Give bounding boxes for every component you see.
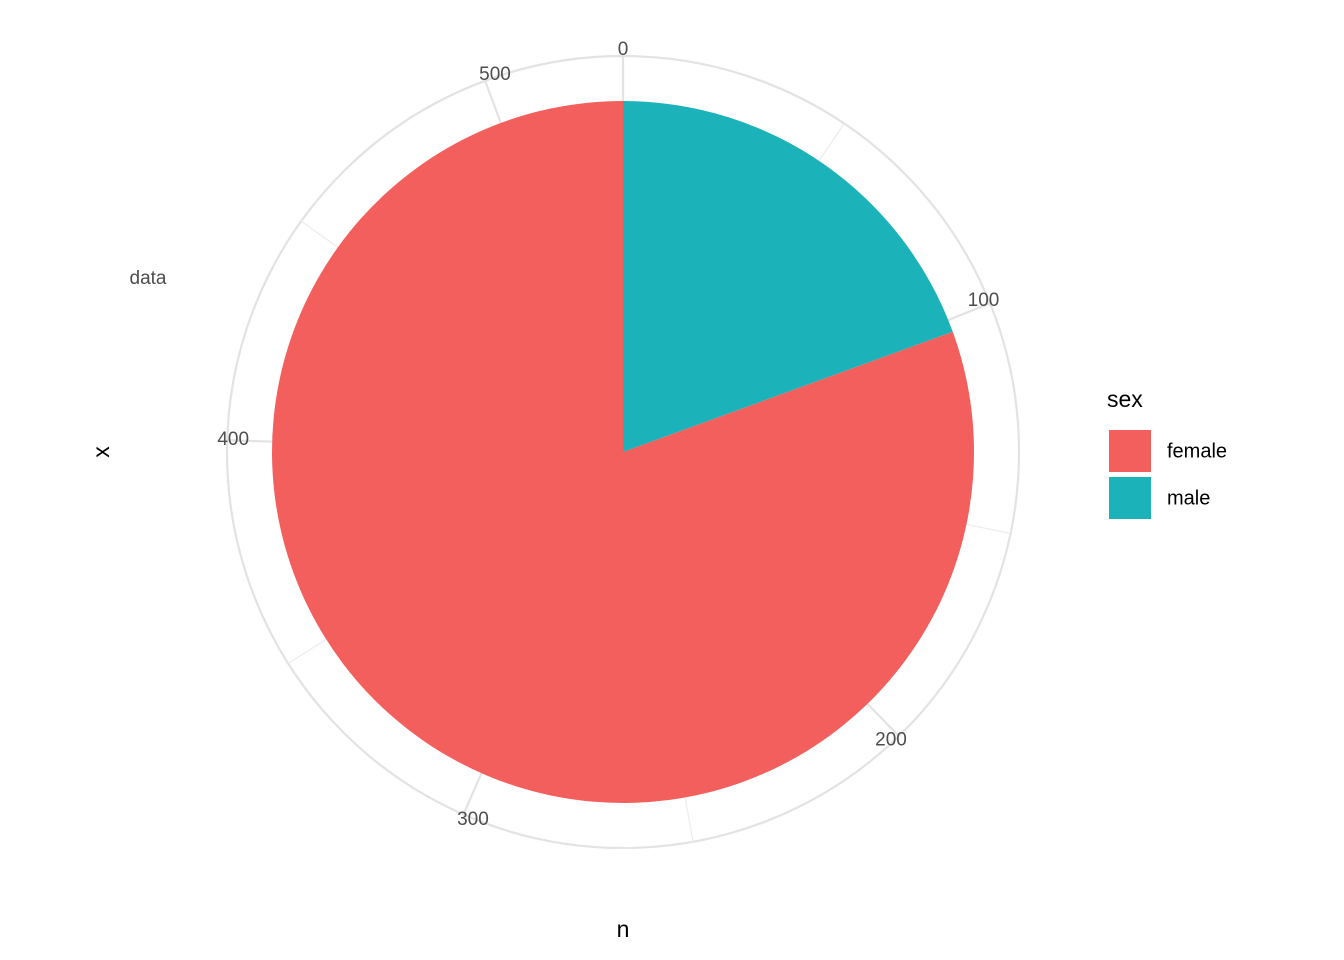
legend-label: male: [1167, 487, 1210, 509]
tick-label: 200: [875, 729, 907, 750]
pie-slice: [623, 101, 953, 452]
tick-label: 300: [457, 809, 489, 830]
legend-title: sex: [1107, 386, 1143, 412]
legend-swatch: [1109, 477, 1151, 519]
tick-label: 500: [479, 64, 511, 85]
y-axis-title: n: [617, 916, 630, 942]
legend-swatch: [1109, 430, 1151, 472]
tick-label: 400: [217, 429, 249, 450]
tick-label: 100: [968, 290, 1000, 311]
legend-label: female: [1167, 440, 1227, 462]
category-label: data: [130, 268, 167, 289]
tick-label: 0: [618, 39, 629, 60]
x-axis-title: x: [88, 446, 114, 458]
pie-slice: [271, 101, 974, 803]
